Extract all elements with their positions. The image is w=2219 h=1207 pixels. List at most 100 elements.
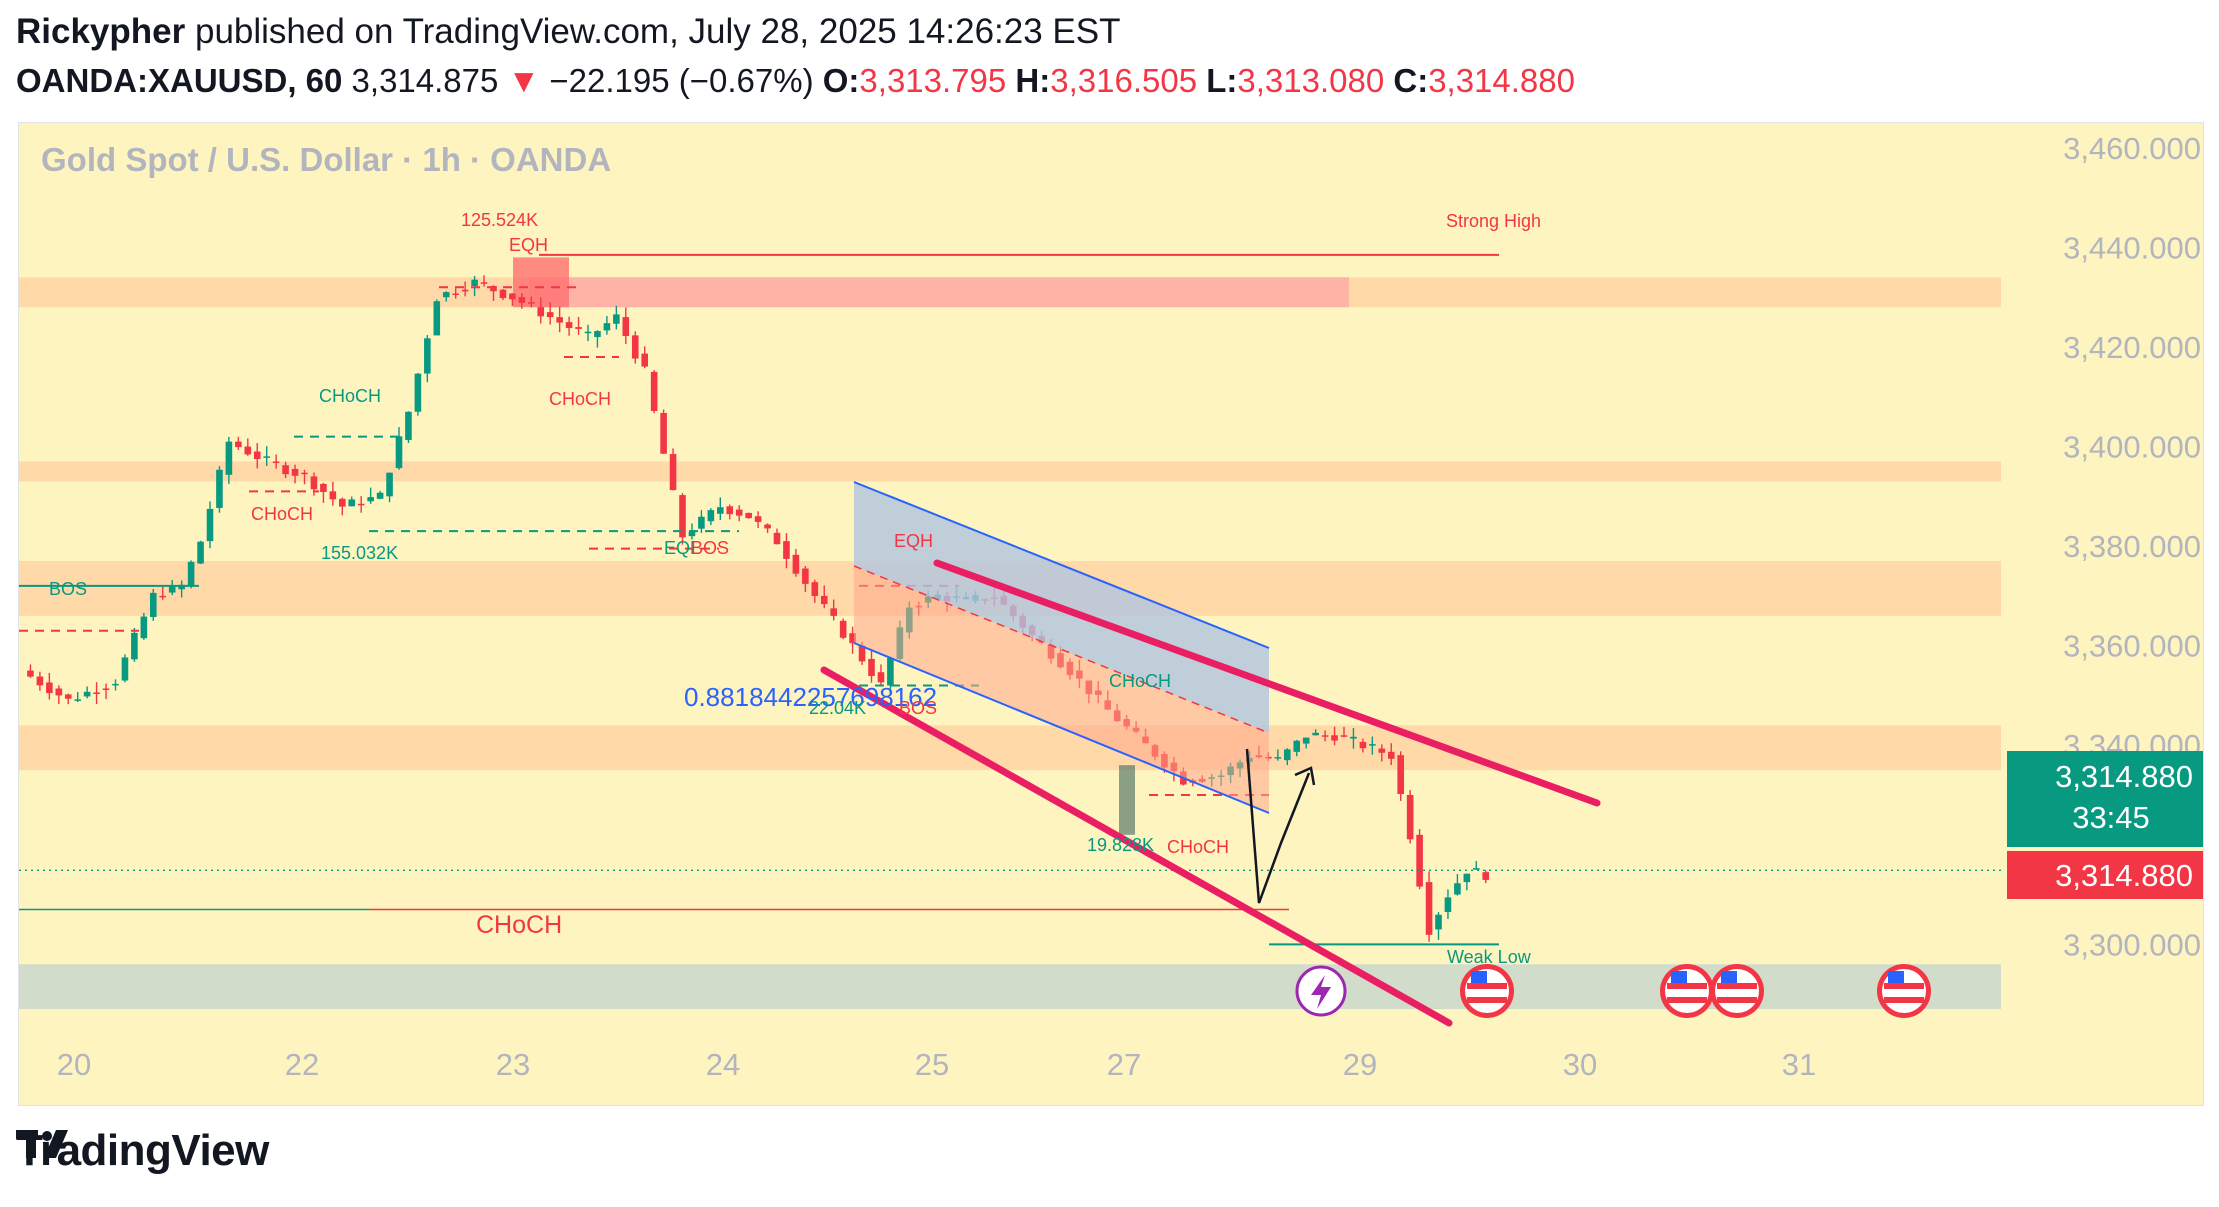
candle-body <box>868 658 875 676</box>
annotation-label: 155.032K <box>321 543 398 563</box>
candle-body <box>1387 751 1395 759</box>
time-tick-label: 31 <box>1782 1047 1816 1082</box>
tradingview-logo-icon <box>16 1130 68 1158</box>
candle-body <box>112 683 119 686</box>
candle-body <box>726 506 734 515</box>
annotation-label: EQL <box>664 538 700 558</box>
price-tick-label: 3,300.000 <box>2063 927 2201 962</box>
candle-body <box>1463 873 1471 883</box>
price-label-box-2 <box>2007 851 2203 899</box>
candle-body <box>707 510 715 522</box>
us-flag-icon-canton <box>1671 971 1687 983</box>
price-tick-label: 3,420.000 <box>2063 330 2201 365</box>
us-flag-icon <box>1660 964 1714 1018</box>
candle-body <box>27 670 34 677</box>
candle-body <box>263 456 270 458</box>
candle-body <box>660 412 667 454</box>
candle-body <box>490 286 497 292</box>
time-tick-label: 20 <box>57 1047 91 1082</box>
candle-body <box>216 469 223 508</box>
projection-path <box>1245 748 1311 904</box>
candle-body <box>244 446 252 455</box>
candle-body <box>735 509 743 516</box>
candle-body <box>1359 741 1367 749</box>
candle-body <box>1482 872 1490 880</box>
candle-body <box>1397 755 1404 795</box>
down-arrow-icon: ▼ <box>507 62 541 99</box>
candle-body <box>887 658 894 686</box>
time-tick-label: 30 <box>1563 1047 1597 1082</box>
chart-title: Gold Spot / U.S. Dollar · 1h · OANDA <box>41 141 611 178</box>
high-value: 3,316.505 <box>1050 62 1198 99</box>
candle-body <box>679 495 686 538</box>
fib-lower-box <box>854 566 1269 813</box>
candle-body <box>1302 737 1310 744</box>
candle-body <box>622 317 630 336</box>
candle-body <box>858 645 866 662</box>
candle-body <box>783 541 790 559</box>
candle-body <box>1274 757 1282 759</box>
candle-body <box>386 472 393 497</box>
candle-body <box>272 461 280 463</box>
us-flag-icon-stripe <box>1717 983 1757 989</box>
annotation-label: CHoCH <box>1167 837 1229 857</box>
annotation-label: 22.04K <box>809 698 866 718</box>
candle-body <box>1378 748 1386 753</box>
candle-body <box>150 592 157 618</box>
last-price: 3,314.875 <box>351 62 499 99</box>
candle-body <box>1473 868 1480 870</box>
publish-line: Rickypher published on TradingView.com, … <box>16 12 1121 52</box>
candle-body <box>820 595 828 605</box>
publish-info: published on TradingView.com, July 28, 2… <box>194 12 1121 51</box>
annotation-label: BOS <box>691 538 729 558</box>
candle-body <box>698 516 705 529</box>
open-label: O: <box>822 62 860 99</box>
author-name[interactable]: Rickypher <box>16 12 186 51</box>
candle-body <box>376 492 384 499</box>
candle-body <box>1312 732 1319 736</box>
chart-panel[interactable]: BOS CHoCH CHoCH 155.032K 125.524K EQH CHoCH EQL… <box>18 122 2204 1106</box>
candle-body <box>291 468 299 476</box>
us-flag-icon-stripe <box>1667 997 1707 1003</box>
annotation-label: CHoCH <box>251 504 313 524</box>
symbol-label[interactable]: OANDA:XAUUSD, 60 <box>16 62 343 99</box>
annotation-label: EQH <box>894 531 933 551</box>
price-tick-label: 3,400.000 <box>2063 430 2201 465</box>
candle-body <box>631 335 639 359</box>
candle-body <box>584 331 592 334</box>
fib-mid-dash <box>853 565 1270 734</box>
candle-body <box>282 465 289 475</box>
candle-body <box>339 498 346 507</box>
price-tick-label: 3,460.000 <box>2063 131 2201 166</box>
candle-body <box>688 531 696 537</box>
time-tick-label: 24 <box>706 1047 740 1082</box>
candle-body <box>471 279 478 287</box>
annotation-label: BOS <box>899 698 937 718</box>
flash-icon <box>1295 965 1347 1017</box>
zone-band <box>19 461 2001 482</box>
price-change: −22.195 (−0.67%) <box>549 62 814 99</box>
time-tick-label: 27 <box>1107 1047 1141 1082</box>
candle-body <box>64 694 72 699</box>
candle-body <box>546 312 554 318</box>
candle-body <box>310 476 318 490</box>
candle-body <box>849 633 856 644</box>
annotation-label: CHoCH <box>319 386 381 406</box>
order-block-marker <box>1119 765 1135 835</box>
candle-body <box>131 632 138 660</box>
candle-body <box>121 657 129 681</box>
candle-body <box>509 293 516 300</box>
candle-body <box>1350 736 1357 739</box>
tradingview-logo[interactable]: TradingView <box>16 1126 269 1176</box>
candle-body <box>839 620 847 638</box>
candle-body <box>329 491 337 500</box>
candle-body <box>528 302 535 304</box>
candle-body <box>1321 735 1329 737</box>
annotation-label: BOS <box>49 579 87 599</box>
candle-body <box>93 692 100 694</box>
candle-body <box>187 561 195 586</box>
candle-body <box>178 584 185 590</box>
fib-top-edge <box>853 481 1270 649</box>
annotation-label: CHoCH <box>1109 671 1171 691</box>
price-chart[interactable]: BOS CHoCH CHoCH 155.032K 125.524K EQH CHoCH EQL… <box>19 123 2203 1105</box>
